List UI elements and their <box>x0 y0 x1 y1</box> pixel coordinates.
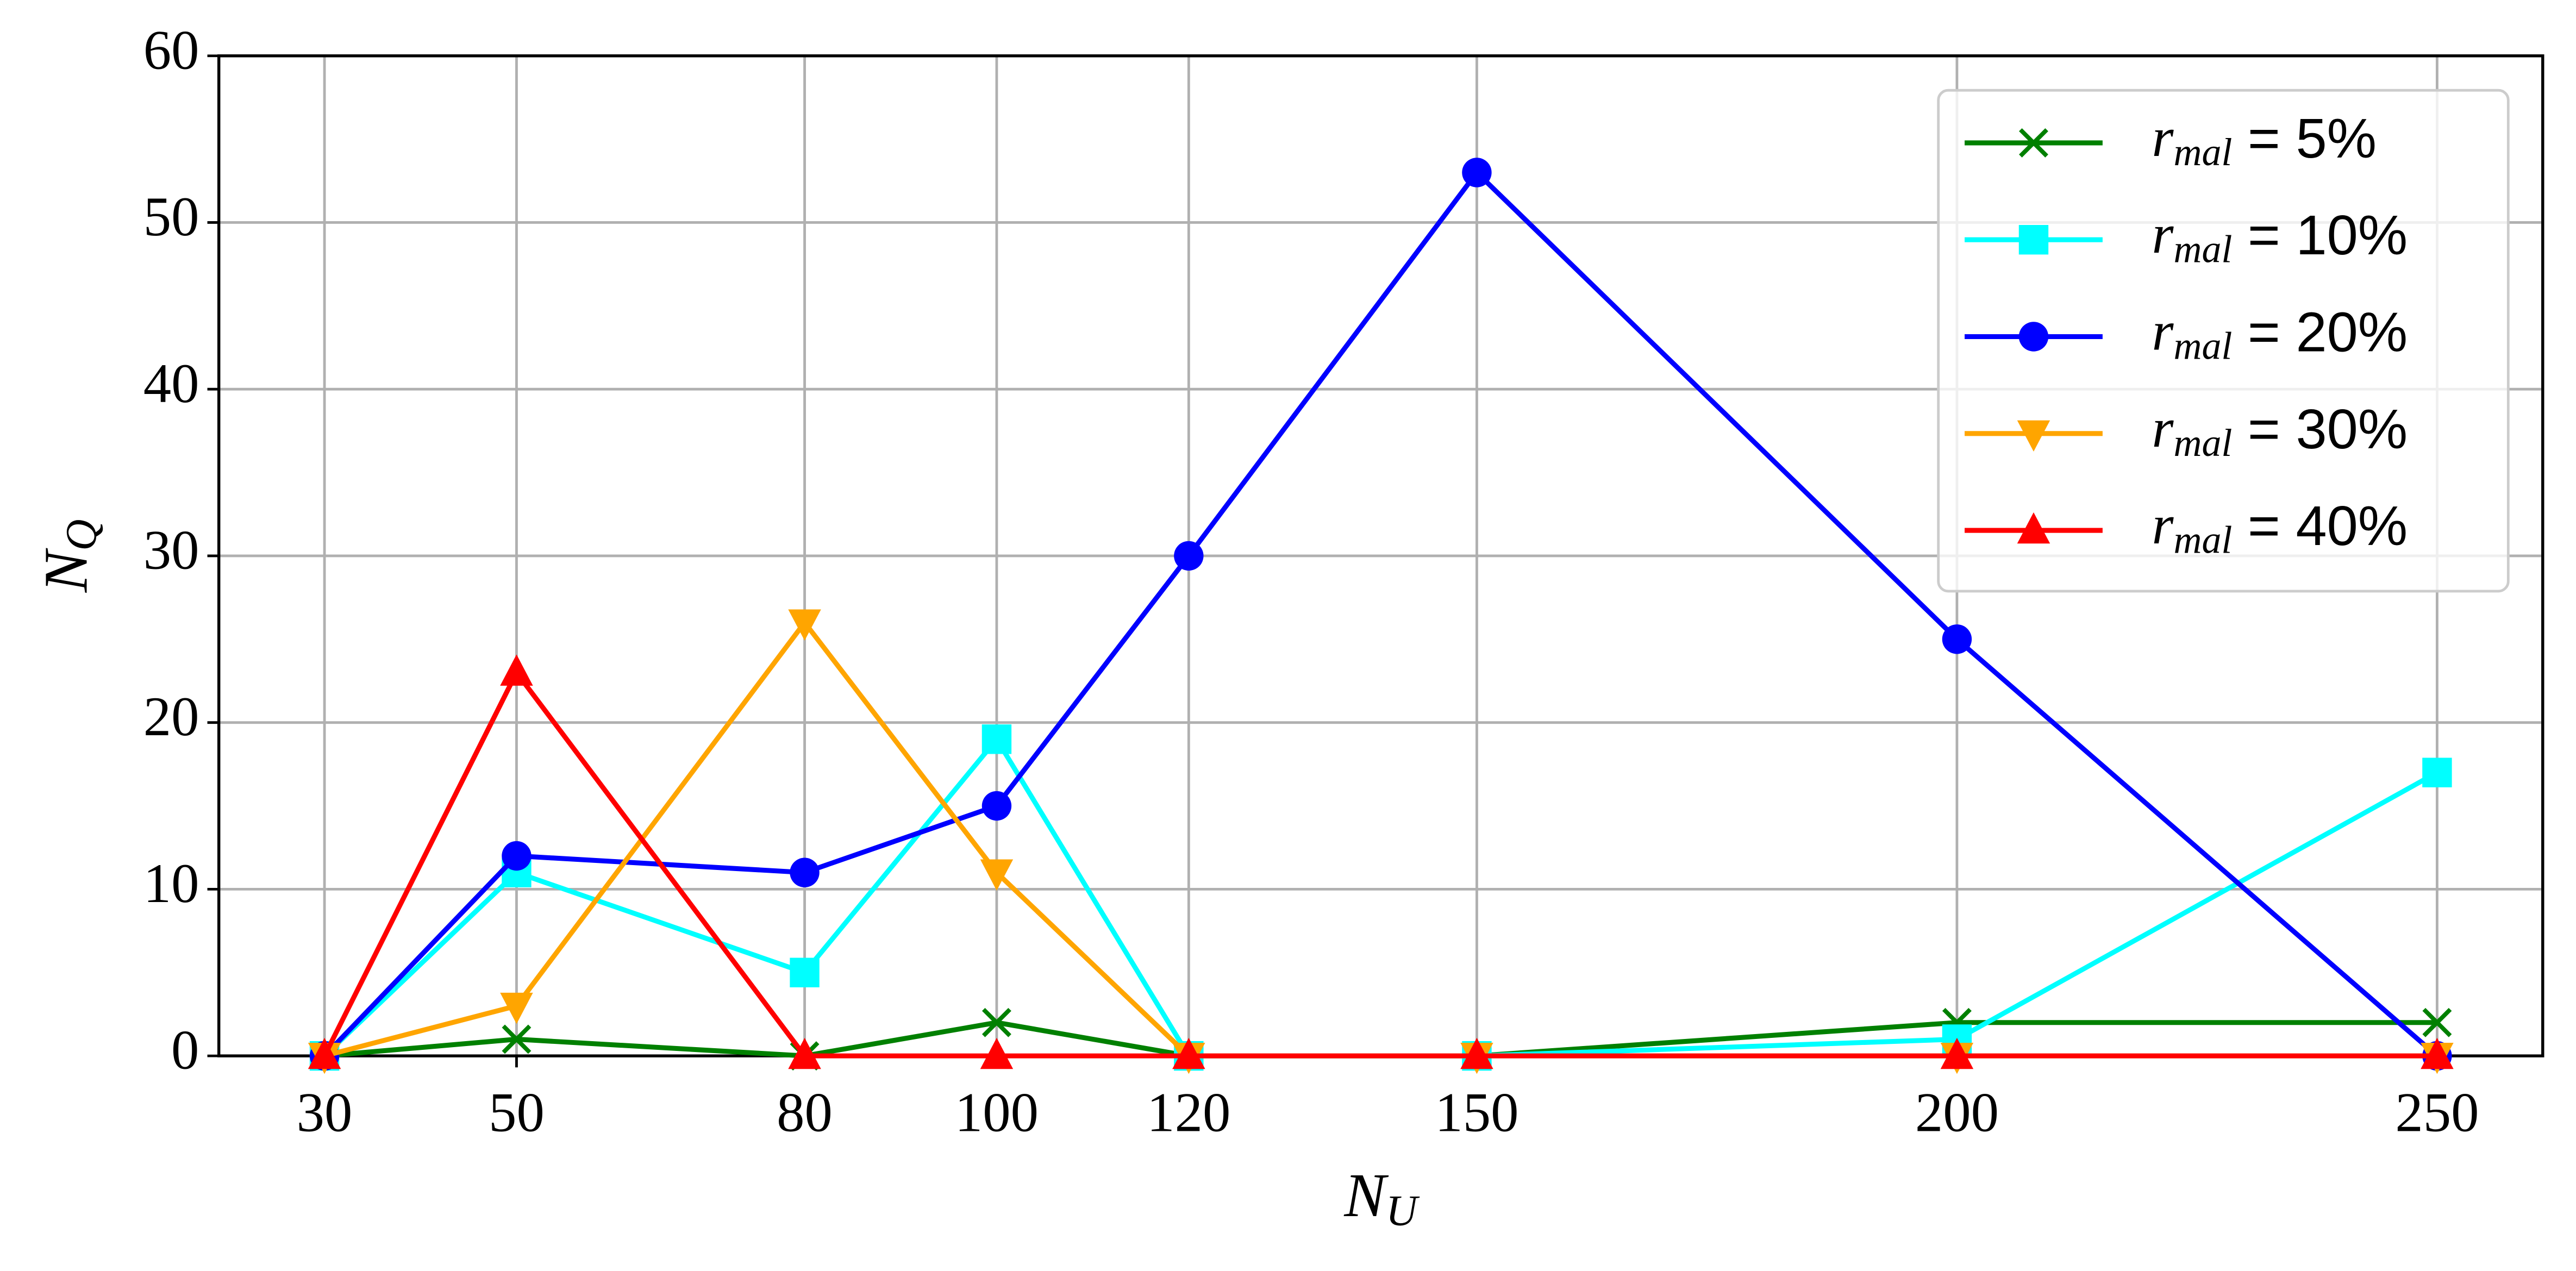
y-tick-label: 40 <box>143 353 199 415</box>
marker <box>981 1007 1011 1037</box>
marker <box>2422 1007 2452 1037</box>
y-tick-label: 60 <box>143 19 199 81</box>
x-axis-label: NU <box>1343 1161 1420 1235</box>
marker <box>2421 1037 2454 1069</box>
y-axis-label: NQ <box>32 519 105 593</box>
series-line <box>322 735 2439 1059</box>
legend-label: rmal = 10% <box>2152 203 2408 271</box>
x-tick-label: 30 <box>297 1082 353 1144</box>
legend-label: rmal = 40% <box>2152 494 2408 561</box>
marker <box>1174 541 1204 571</box>
marker <box>980 1037 1014 1069</box>
y-tick-label: 10 <box>143 853 199 915</box>
legend-label: rmal = 20% <box>2152 300 2408 367</box>
x-tick-label: 50 <box>489 1082 545 1144</box>
x-tick-label: 200 <box>1915 1082 1999 1144</box>
x-tick-label: 100 <box>955 1082 1039 1144</box>
marker <box>308 1037 341 1069</box>
y-tick-label: 50 <box>143 186 199 248</box>
marker <box>790 857 820 887</box>
legend-marker <box>2019 128 2048 158</box>
marker <box>1460 1037 1493 1069</box>
y-tick-label: 30 <box>143 519 199 581</box>
marker <box>788 1037 821 1069</box>
series-line <box>322 668 2437 1059</box>
legend-marker <box>2017 512 2050 544</box>
marker <box>981 791 1012 821</box>
marker <box>1462 158 1492 187</box>
legend-marker <box>2018 225 2049 255</box>
series-line <box>322 168 2439 1058</box>
marker <box>1172 1037 1205 1069</box>
y-tick-label: 20 <box>143 686 199 748</box>
legend-label: rmal = 30% <box>2152 397 2408 464</box>
x-tick-label: 120 <box>1147 1082 1230 1144</box>
x-tick-label: 250 <box>2395 1082 2479 1144</box>
marker <box>502 841 532 871</box>
legend-label: rmal = 5% <box>2152 106 2377 173</box>
legend: rmal = 5% rmal = 10% rmal = 20% rmal = 30% r… <box>1937 89 2510 593</box>
marker <box>790 957 820 987</box>
legend-marker <box>2018 322 2049 352</box>
marker <box>788 609 821 641</box>
marker <box>1940 1037 1974 1069</box>
marker <box>1942 624 1972 654</box>
marker <box>2422 757 2452 787</box>
legend-marker <box>2017 420 2050 452</box>
y-tick-label: 0 <box>171 1019 199 1081</box>
marker <box>502 1024 532 1054</box>
legend-box <box>1937 89 2510 593</box>
x-tick-label: 150 <box>1435 1082 1518 1144</box>
marker <box>980 859 1014 891</box>
marker <box>500 992 533 1024</box>
marker <box>981 724 1012 754</box>
marker <box>500 654 533 686</box>
series-line <box>324 1020 2437 1059</box>
x-tick-label: 80 <box>777 1082 833 1144</box>
